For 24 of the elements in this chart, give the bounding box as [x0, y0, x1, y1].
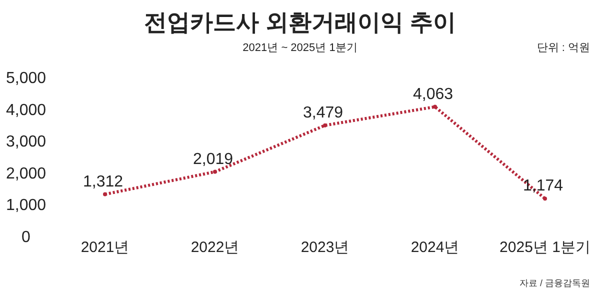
x-tick-label: 2023년 — [300, 239, 350, 256]
point — [213, 170, 217, 174]
point — [433, 104, 437, 109]
point — [543, 196, 547, 201]
data-label: 3,479 — [302, 104, 344, 122]
x-tick-label: 2021년 — [80, 239, 130, 256]
y-tick-label: 5,000 — [6, 70, 46, 87]
y-tick-label: 4,000 — [6, 102, 46, 119]
point — [323, 123, 327, 128]
text: 자료 / 금융감독원 — [519, 278, 590, 288]
data-label: 2,019 — [192, 150, 234, 168]
y-tick-label: 0 — [22, 229, 31, 246]
x-tick-label: 2025년 1분기 — [500, 239, 590, 256]
chart-title: 전업카드사 외환거래이익 추이 — [144, 9, 456, 35]
y-tick-label: 1,000 — [6, 197, 46, 214]
y-tick-label: 3,000 — [6, 134, 46, 151]
text: 단위 : 억원 — [536, 42, 590, 54]
x-tick-label: 2024년 — [410, 239, 460, 256]
data-label: 4,063 — [412, 86, 454, 103]
data-label: 1,312 — [82, 173, 124, 190]
y-tick-label: 2,000 — [6, 165, 46, 182]
chart-subtitle: 2021년 ~ 2025년 1분기 — [242, 42, 358, 54]
point — [103, 192, 107, 196]
x-tick-label: 2022년 — [190, 239, 240, 256]
